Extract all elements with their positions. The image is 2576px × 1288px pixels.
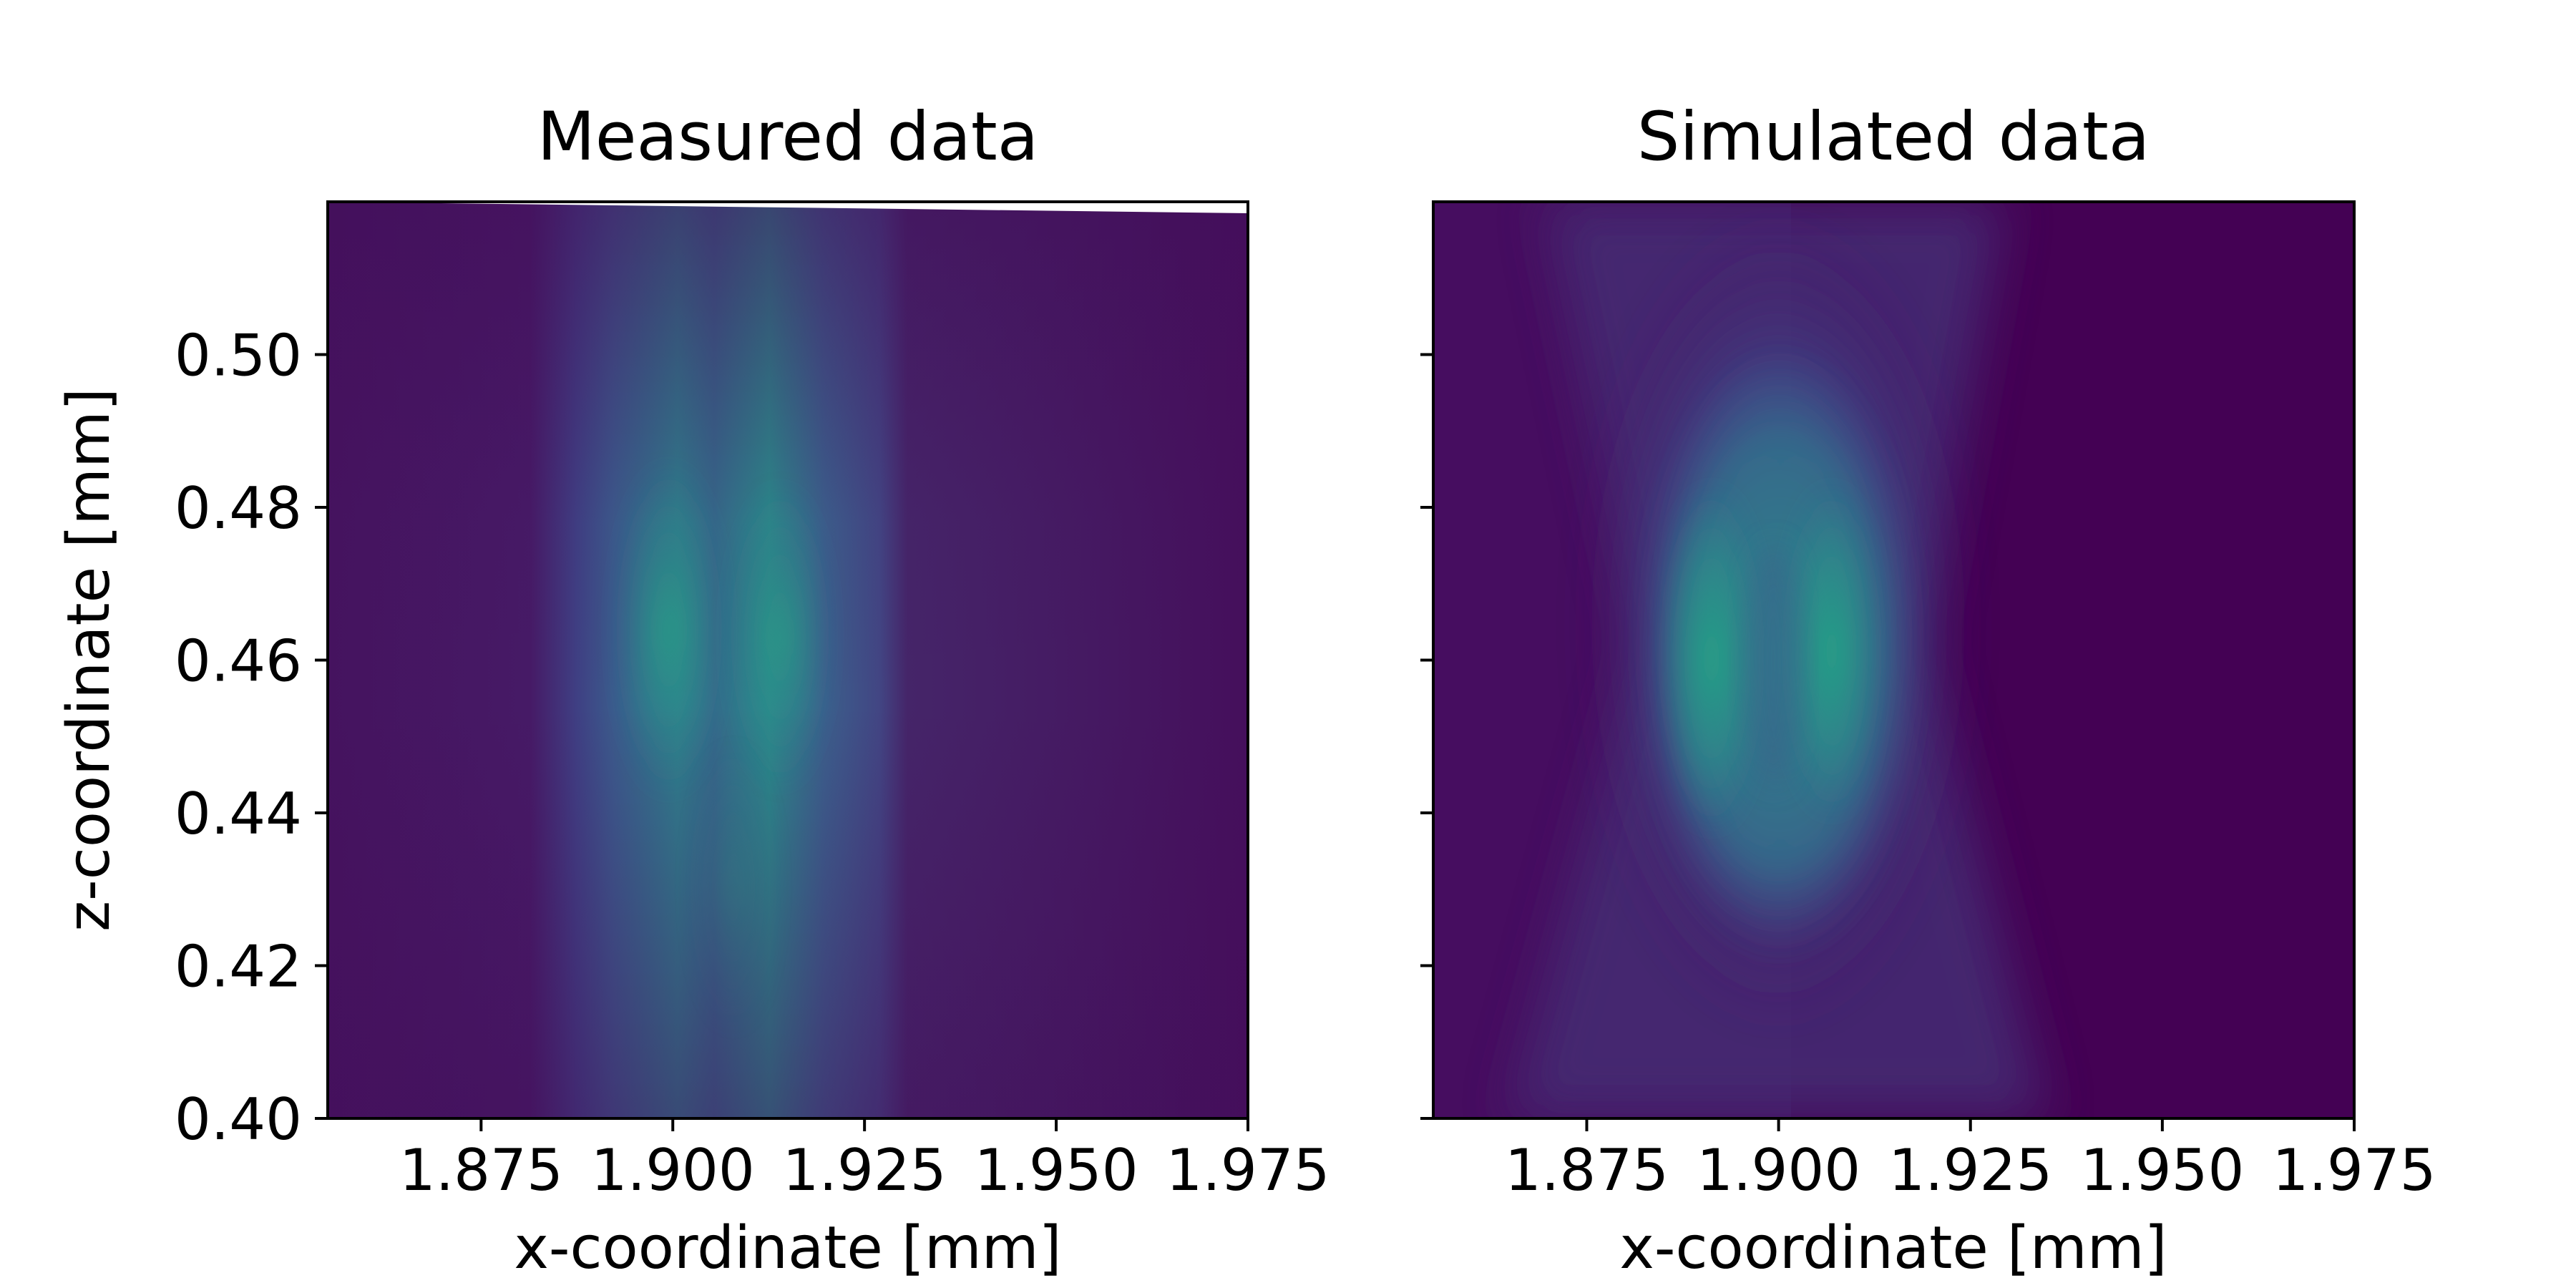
- measured-panel: 1.875 1.900 1.925 1.950 1.975 0.40 0.42 0.44 0.4…: [55, 98, 1330, 1282]
- simulated-x-tick-label: 1.975: [2272, 1137, 2436, 1204]
- measured-heatmap-vertical-fade: [328, 202, 1248, 1118]
- simulated-lobe-right: [1785, 487, 1878, 816]
- measured-x-tick-label: 1.975: [1166, 1137, 1330, 1204]
- simulated-heatmap: [1433, 202, 2354, 1118]
- measured-x-tick-label: 1.900: [591, 1137, 755, 1204]
- measured-y-axis-label: z-coordinate [mm]: [55, 388, 123, 932]
- simulated-x-tick-label: 1.925: [1888, 1137, 2052, 1204]
- simulated-ticks: 1.875 1.900 1.925 1.950 1.975: [1420, 353, 2436, 1204]
- measured-y-tick-label: 0.40: [175, 1086, 302, 1153]
- simulated-panel: 1.875 1.900 1.925 1.950 1.975 Simulated data…: [1420, 98, 2436, 1282]
- measured-ticks: 1.875 1.900 1.925 1.950 1.975 0.40 0.42 0.44 0.4…: [175, 323, 1330, 1204]
- measured-y-tick-label: 0.46: [175, 628, 302, 695]
- measured-x-tick-label: 1.925: [783, 1137, 947, 1204]
- measured-title: Measured data: [537, 98, 1039, 176]
- measured-y-tick-label: 0.48: [175, 475, 302, 542]
- simulated-x-axis-label: x-coordinate [mm]: [1619, 1214, 2167, 1282]
- simulated-x-tick-label: 1.875: [1505, 1137, 1669, 1204]
- measured-x-tick-label: 1.950: [975, 1137, 1138, 1204]
- measured-y-tick-label: 0.44: [175, 781, 302, 847]
- measured-missing-data-wedge: [328, 202, 1248, 213]
- simulated-title: Simulated data: [1637, 98, 2150, 176]
- measured-x-tick-label: 1.875: [399, 1137, 563, 1204]
- simulated-center-dip: [1745, 544, 1802, 787]
- simulated-lobe-left: [1662, 487, 1762, 830]
- measured-y-tick-label: 0.50: [175, 323, 302, 389]
- simulated-x-tick-label: 1.950: [2080, 1137, 2244, 1204]
- measured-y-tick-label: 0.42: [175, 934, 302, 1000]
- measured-heatmap: [328, 202, 1248, 1118]
- simulated-x-tick-label: 1.900: [1697, 1137, 1860, 1204]
- measured-x-axis-label: x-coordinate [mm]: [514, 1214, 1061, 1282]
